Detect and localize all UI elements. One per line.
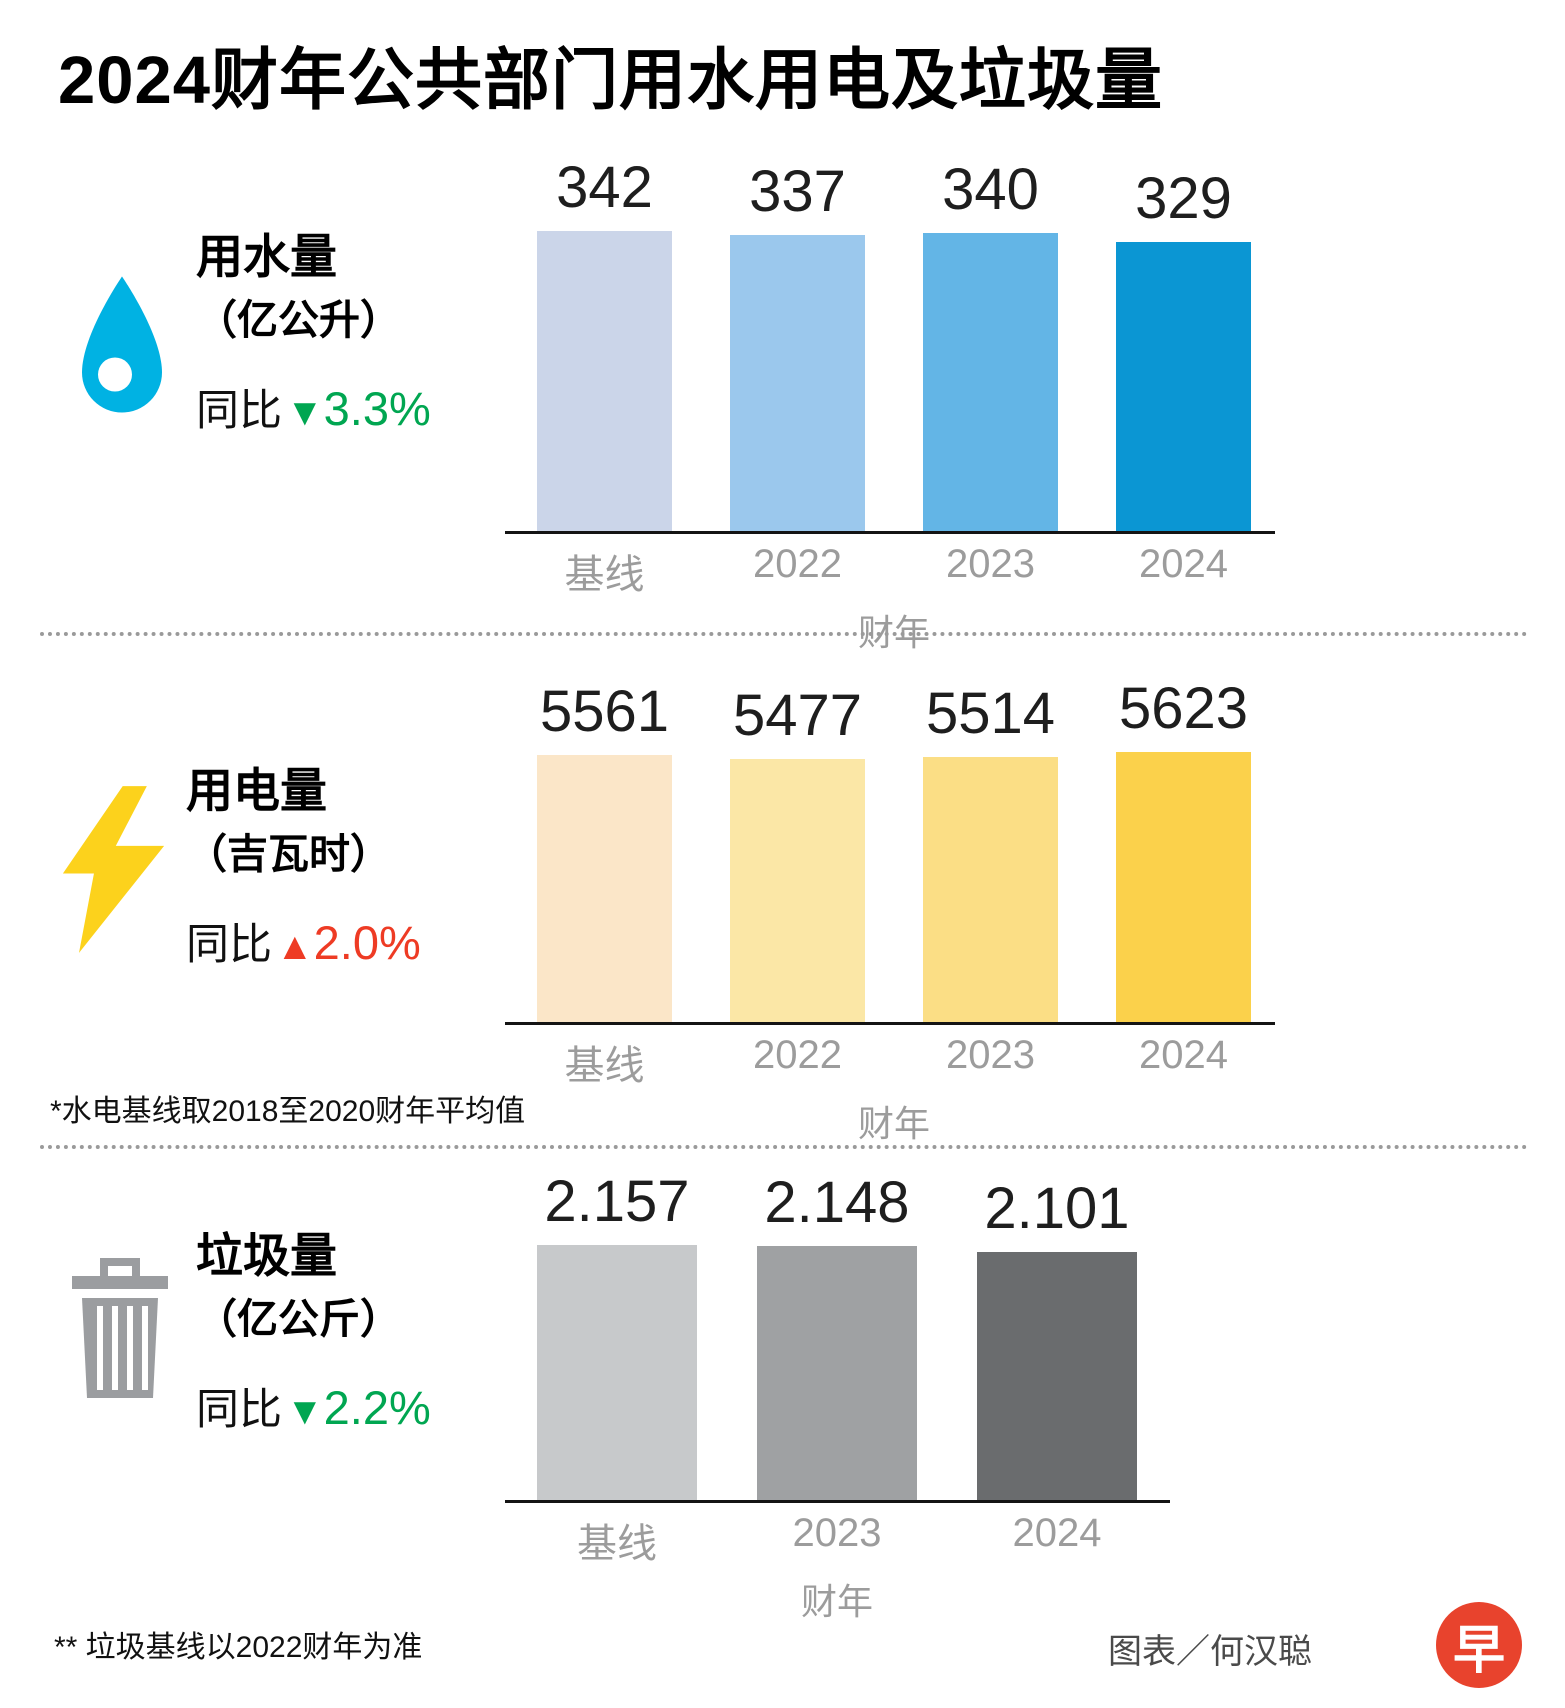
electricity-bar-2022 [730, 759, 865, 1022]
yoy-prefix: 同比 [196, 387, 282, 436]
bar-value-label: 2.157 [544, 1169, 690, 1234]
separator [40, 632, 1528, 636]
category-labels: 基线 2022 2023 2024 [537, 1033, 1275, 1091]
bar-group: 337 [730, 159, 865, 531]
x-axis-line [505, 531, 1275, 534]
bar-value-label: 5623 [1118, 676, 1249, 741]
x-axis-line [505, 1022, 1275, 1025]
category-label: 2024 [1139, 1033, 1228, 1077]
category-label: 2023 [792, 1511, 882, 1555]
bar-group: 342 [537, 155, 672, 531]
water-yoy-label: 同比 ▼3.3% [196, 376, 431, 438]
waste-bar-2023 [757, 1246, 917, 1500]
bar-value-label: 2.101 [984, 1176, 1130, 1241]
bar-group: 5477 [730, 683, 865, 1022]
x-axis-title: 财年 [857, 612, 930, 653]
bar-group: 2.101 [977, 1176, 1137, 1500]
page-title: 2024财年公共部门用水用电及垃圾量 [58, 43, 1164, 118]
water-metric-label: 用水量 [196, 230, 337, 283]
bar-group: 5514 [923, 681, 1058, 1022]
x-axis-line [505, 1500, 1170, 1503]
category-label: 2022 [753, 542, 842, 586]
bar-group: 329 [1116, 166, 1251, 531]
zaobao-logo: 早 [1436, 1602, 1522, 1688]
category-label: 基线 [564, 1044, 645, 1088]
electricity-bar-2024 [1116, 752, 1251, 1022]
electricity-bar-2023 [923, 757, 1058, 1022]
water-bar-2023 [923, 233, 1058, 531]
waste-legend: 垃圾量 （亿公斤） 同比 ▼2.2% [196, 1229, 431, 1437]
bar-group: 2.157 [537, 1169, 697, 1500]
bar-group: 340 [923, 157, 1058, 531]
bar-value-label: 5514 [925, 681, 1056, 746]
bar-group: 5623 [1116, 676, 1251, 1022]
water-drop-icon [72, 272, 172, 427]
footnote-waste: ** 垃圾基线以2022财年为准 [54, 1631, 423, 1664]
yoy-prefix: 同比 [186, 921, 272, 970]
bar-value-label: 340 [942, 157, 1039, 222]
waste-bar-2024 [977, 1252, 1137, 1500]
yoy-down-arrow-icon: ▼ [286, 392, 324, 435]
chart-credit: 图表／何汉聪 [1108, 1633, 1312, 1671]
waste-unit-label: （亿公斤） [196, 1296, 401, 1343]
yoy-up-arrow-icon: ▲ [276, 926, 314, 969]
category-label: 2024 [1012, 1511, 1102, 1555]
category-label: 2023 [946, 1033, 1035, 1077]
waste-metric-label: 垃圾量 [196, 1229, 337, 1282]
electricity-unit-label: （吉瓦时） [186, 831, 391, 878]
yoy-value: 3.3% [323, 382, 431, 436]
category-labels: 基线 2023 2024 [537, 1511, 1170, 1569]
electricity-yoy-label: 同比 ▲2.0% [186, 910, 421, 972]
bar-group: 5561 [537, 679, 672, 1022]
category-label: 基线 [577, 1522, 657, 1566]
bar-value-label: 5561 [539, 679, 670, 744]
category-label: 2024 [1139, 542, 1228, 586]
yoy-value: 2.2% [323, 1381, 431, 1435]
x-axis-title: 财年 [800, 1581, 873, 1622]
electricity-bar-baseline [537, 755, 672, 1022]
bar-value-label: 2.148 [764, 1170, 910, 1235]
lightning-icon [56, 786, 171, 958]
waste-chart: 2.157 2.148 2.101 基线 2023 2024 财年 [505, 1169, 1170, 1625]
trash-icon [70, 1255, 170, 1410]
zaobao-logo-char: 早 [1452, 1621, 1505, 1680]
waste-yoy-label: 同比 ▼2.2% [196, 1375, 431, 1437]
water-bar-2024 [1116, 242, 1251, 531]
bar-group: 2.148 [757, 1170, 917, 1500]
water-bar-2022 [730, 235, 865, 531]
bar-value-label: 342 [556, 155, 653, 220]
water-bar-baseline [537, 231, 672, 531]
category-label: 基线 [564, 553, 645, 597]
footnote-water-electricity: *水电基线取2018至2020财年平均值 [50, 1095, 526, 1128]
bar-value-label: 5477 [732, 683, 863, 748]
waste-bar-baseline [537, 1245, 697, 1500]
category-label: 2022 [753, 1033, 842, 1077]
separator [40, 1145, 1528, 1149]
electricity-legend: 用电量 （吉瓦时） 同比 ▲2.0% [186, 764, 421, 972]
x-axis-title: 财年 [857, 1103, 930, 1144]
yoy-value: 2.0% [313, 916, 421, 970]
yoy-down-arrow-icon: ▼ [286, 1391, 324, 1434]
water-chart: 342 337 340 329 基线 2022 2023 2024 财年 [505, 154, 1275, 656]
category-labels: 基线 2022 2023 2024 [537, 542, 1275, 600]
water-legend: 用水量 （亿公升） 同比 ▼3.3% [196, 230, 431, 438]
electricity-metric-label: 用电量 [186, 764, 327, 817]
category-label: 2023 [946, 542, 1035, 586]
bar-value-label: 329 [1135, 166, 1232, 231]
electricity-chart: 5561 5477 5514 5623 基线 2022 2023 2024 财年 [505, 676, 1275, 1147]
bar-value-label: 337 [749, 159, 846, 224]
water-unit-label: （亿公升） [196, 297, 401, 344]
yoy-prefix: 同比 [196, 1386, 282, 1435]
